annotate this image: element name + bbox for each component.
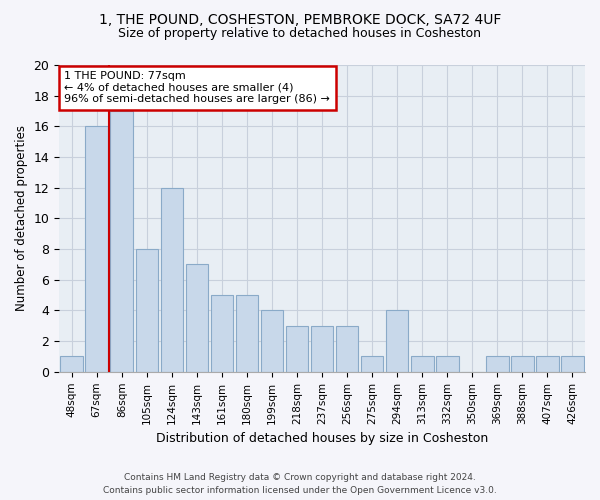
Text: Contains HM Land Registry data © Crown copyright and database right 2024.
Contai: Contains HM Land Registry data © Crown c… (103, 474, 497, 495)
Bar (85, 126, 108, 372)
Bar (161, 188, 183, 372)
Bar (511, 356, 533, 372)
Bar (236, 295, 258, 372)
Bar (561, 356, 584, 372)
Bar (361, 356, 383, 372)
Text: 1 THE POUND: 77sqm
← 4% of detached houses are smaller (4)
96% of semi-detached : 1 THE POUND: 77sqm ← 4% of detached hous… (64, 71, 330, 104)
Text: 1, THE POUND, COSHESTON, PEMBROKE DOCK, SA72 4UF: 1, THE POUND, COSHESTON, PEMBROKE DOCK, … (99, 12, 501, 26)
Bar (185, 264, 208, 372)
Y-axis label: Number of detached properties: Number of detached properties (15, 126, 28, 312)
Bar (536, 356, 559, 372)
Bar (211, 295, 233, 372)
X-axis label: Distribution of detached houses by size in Cosheston: Distribution of detached houses by size … (156, 432, 488, 445)
Bar (336, 326, 358, 372)
Bar (486, 356, 509, 372)
Bar (411, 356, 434, 372)
Bar (61, 356, 83, 372)
Bar (110, 111, 133, 372)
Bar (136, 249, 158, 372)
Bar (311, 326, 334, 372)
Bar (286, 326, 308, 372)
Bar (436, 356, 458, 372)
Text: Size of property relative to detached houses in Cosheston: Size of property relative to detached ho… (119, 28, 482, 40)
Bar (386, 310, 409, 372)
Bar (261, 310, 283, 372)
